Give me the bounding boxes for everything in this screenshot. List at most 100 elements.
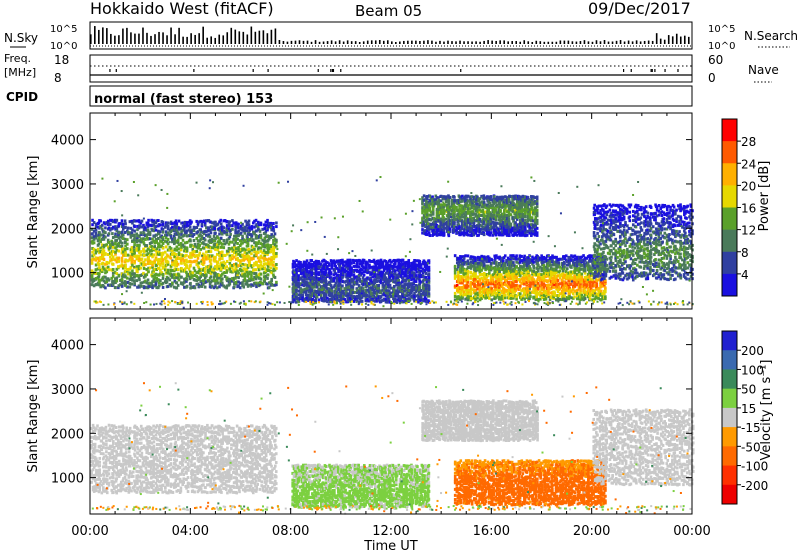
range-cell: [148, 231, 152, 235]
range-cell: [461, 204, 464, 208]
range-cell: [266, 251, 269, 255]
range-cell: [469, 297, 473, 301]
range-cell: [442, 203, 446, 207]
range-cell: [488, 233, 492, 237]
range-cell: [398, 297, 402, 301]
range-cell: [267, 237, 271, 241]
range-cell: [489, 214, 493, 218]
range-cell: [128, 285, 132, 289]
range-cell: [256, 220, 260, 224]
range-cell: [524, 206, 527, 210]
range-cell: [292, 269, 295, 273]
range-cell: [534, 218, 538, 222]
range-cell: [131, 252, 134, 256]
range-cell: [478, 201, 482, 205]
range-cell: [225, 220, 229, 224]
range-cell: [205, 257, 208, 261]
range-cell: [233, 234, 236, 238]
nsky-bar: [443, 41, 445, 44]
range-cell: [447, 199, 451, 203]
range-cell: [497, 196, 501, 200]
range-cell: [210, 240, 214, 244]
range-cell: [375, 283, 379, 287]
range-cell: [405, 277, 409, 281]
range-cell: [233, 285, 236, 289]
range-cell: [318, 272, 321, 276]
freq-tick-top: 18: [54, 53, 69, 67]
range-cell: [166, 221, 170, 225]
range-cell: [197, 261, 201, 265]
range-cell: [175, 286, 179, 290]
nsky-bar: [531, 41, 534, 44]
range-cell: [418, 286, 421, 290]
range-cell: [138, 224, 141, 228]
nsky-bar: [314, 40, 317, 44]
range-cell: [175, 268, 179, 272]
range-cell: [345, 294, 348, 298]
range-cell: [133, 282, 136, 286]
range-cell: [530, 233, 533, 237]
range-cell: [464, 260, 467, 264]
nsky-bar: [134, 33, 136, 44]
range-cell: [419, 269, 423, 273]
range-cell: [427, 273, 431, 277]
range-cell: [439, 217, 443, 221]
range-cell: [261, 251, 264, 255]
range-cell: [221, 242, 224, 246]
range-cell: [466, 278, 470, 282]
range-cell: [255, 241, 258, 245]
range-cell: [481, 203, 485, 207]
range-cell: [266, 264, 270, 268]
range-cell: [315, 262, 319, 266]
range-cell: [455, 284, 459, 288]
range-cell: [345, 279, 348, 283]
range-cell: [361, 276, 365, 280]
nsky-bar: [362, 41, 365, 44]
range-cell: [518, 195, 522, 199]
range-cell: [102, 267, 106, 271]
range-cell: [92, 221, 96, 225]
range-cell: [463, 200, 467, 204]
range-cell: [161, 262, 165, 266]
range-cell: [209, 225, 213, 229]
cpid-text: normal (fast stereo) 153: [94, 92, 273, 107]
range-cell: [330, 291, 334, 295]
range-cell: [297, 276, 301, 280]
range-cell: [254, 268, 258, 272]
range-cell: [216, 236, 220, 240]
range-cell: [219, 252, 223, 256]
range-cell: [509, 195, 513, 199]
range-cell: [295, 275, 298, 279]
nsky-bar: [266, 33, 269, 44]
range-cell: [368, 290, 371, 294]
range-cell: [425, 217, 429, 221]
range-cell: [111, 262, 115, 266]
range-cell: [221, 266, 224, 270]
range-cell: [343, 298, 347, 302]
range-cell: [197, 220, 201, 224]
range-cell: [130, 219, 134, 223]
range-cell: [111, 242, 115, 246]
range-cell: [247, 247, 251, 251]
range-cell: [137, 249, 141, 253]
range-cell: [270, 233, 273, 237]
range-cell: [269, 236, 273, 240]
range-cell: [466, 194, 470, 198]
range-cell: [448, 227, 452, 231]
range-cell: [466, 229, 470, 233]
range-cell: [139, 233, 143, 237]
range-cell: [246, 242, 250, 246]
range-cell: [221, 263, 224, 267]
range-cell: [145, 249, 149, 253]
range-cell: [215, 243, 219, 247]
range-cell: [524, 234, 527, 238]
range-cell: [153, 261, 157, 265]
range-cell: [111, 282, 115, 286]
range-cell: [516, 207, 520, 211]
range-cell: [461, 210, 464, 214]
range-cell: [273, 237, 277, 241]
range-cell: [181, 281, 185, 285]
range-cell: [383, 286, 386, 290]
range-cell: [219, 241, 223, 245]
range-cell: [352, 261, 356, 265]
